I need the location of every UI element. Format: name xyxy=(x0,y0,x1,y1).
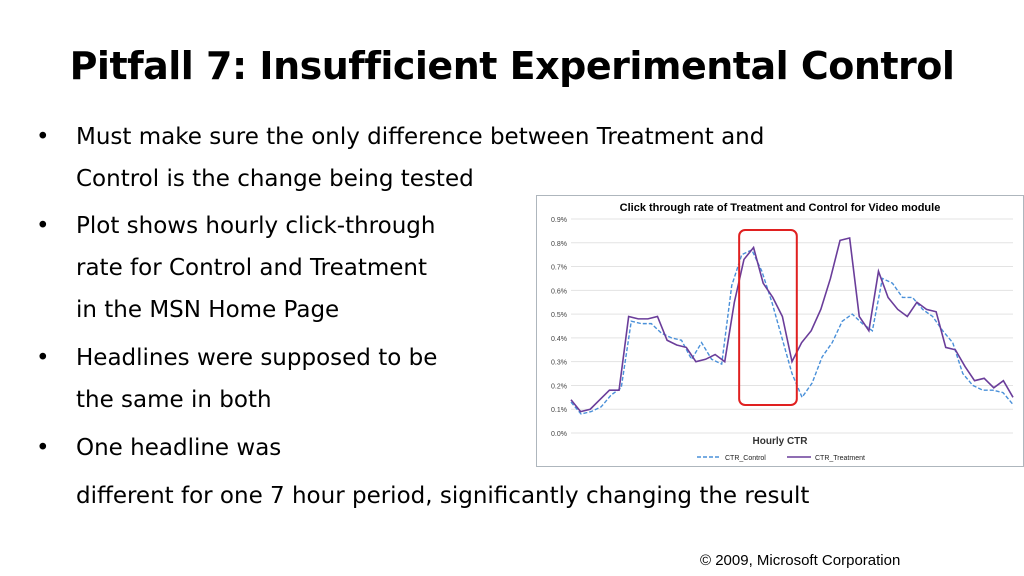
bullet-2-line-3: in the MSN Home Page xyxy=(76,297,340,323)
y-tick-label: 0.3% xyxy=(551,360,567,367)
x-axis-label: Hourly CTR xyxy=(753,436,809,447)
y-tick-label: 0.7% xyxy=(551,265,567,272)
bullet-1-line-2: Control is the change being tested xyxy=(76,166,474,192)
highlight-box xyxy=(738,229,798,406)
bullet-dot: • xyxy=(36,345,50,371)
chart-legend: CTR_Control CTR_Treatment xyxy=(697,455,865,462)
chart-title: Click through rate of Treatment and Cont… xyxy=(620,202,941,214)
legend-label: CTR_Treatment xyxy=(815,455,865,462)
ctr-line-chart: Click through rate of Treatment and Cont… xyxy=(551,202,1014,462)
bullet-1-line-1: Must make sure the only difference betwe… xyxy=(76,124,765,150)
y-tick-label: 0.6% xyxy=(551,288,567,295)
y-tick-label: 0.4% xyxy=(551,336,567,343)
bullet-dot: • xyxy=(36,435,50,461)
y-tick-label: 0.8% xyxy=(551,241,567,248)
y-tick-label: 0.0% xyxy=(551,431,567,438)
bullet-4: • One headline was different for one 7 h… xyxy=(36,427,996,517)
bullet-3-line-1: Headlines were supposed to be xyxy=(76,345,438,371)
bullet-4-line-2: different for one 7 hour period, signifi… xyxy=(76,483,810,509)
y-tick-label: 0.5% xyxy=(551,312,567,319)
bullet-2-line-1: Plot shows hourly click-through xyxy=(76,213,436,239)
series-line-ctr-treatment xyxy=(570,237,1014,413)
series-line-ctr-control xyxy=(570,248,1014,415)
bullet-dot: • xyxy=(36,124,50,150)
bullet-2: • Plot shows hourly click-through rate f… xyxy=(36,205,526,331)
legend-label: CTR_Control xyxy=(725,455,766,462)
bullet-2-line-2: rate for Control and Treatment xyxy=(76,255,428,281)
bullet-dot: • xyxy=(36,213,50,239)
copyright-footer: © 2009, Microsoft Corporation xyxy=(700,552,901,569)
y-tick-label: 0.1% xyxy=(551,407,567,414)
bullet-3-line-2: the same in both xyxy=(76,387,272,413)
bullet-3: • Headlines were supposed to be the same… xyxy=(36,337,526,421)
chart-panel: Click through rate of Treatment and Cont… xyxy=(536,195,1024,467)
bullet-1: • Must make sure the only difference bet… xyxy=(36,116,976,200)
bullet-4-line-1: One headline was xyxy=(76,435,282,461)
slide-title: Pitfall 7: Insufficient Experimental Con… xyxy=(69,44,955,88)
y-tick-label: 0.9% xyxy=(551,217,567,224)
y-tick-label: 0.2% xyxy=(551,383,567,390)
